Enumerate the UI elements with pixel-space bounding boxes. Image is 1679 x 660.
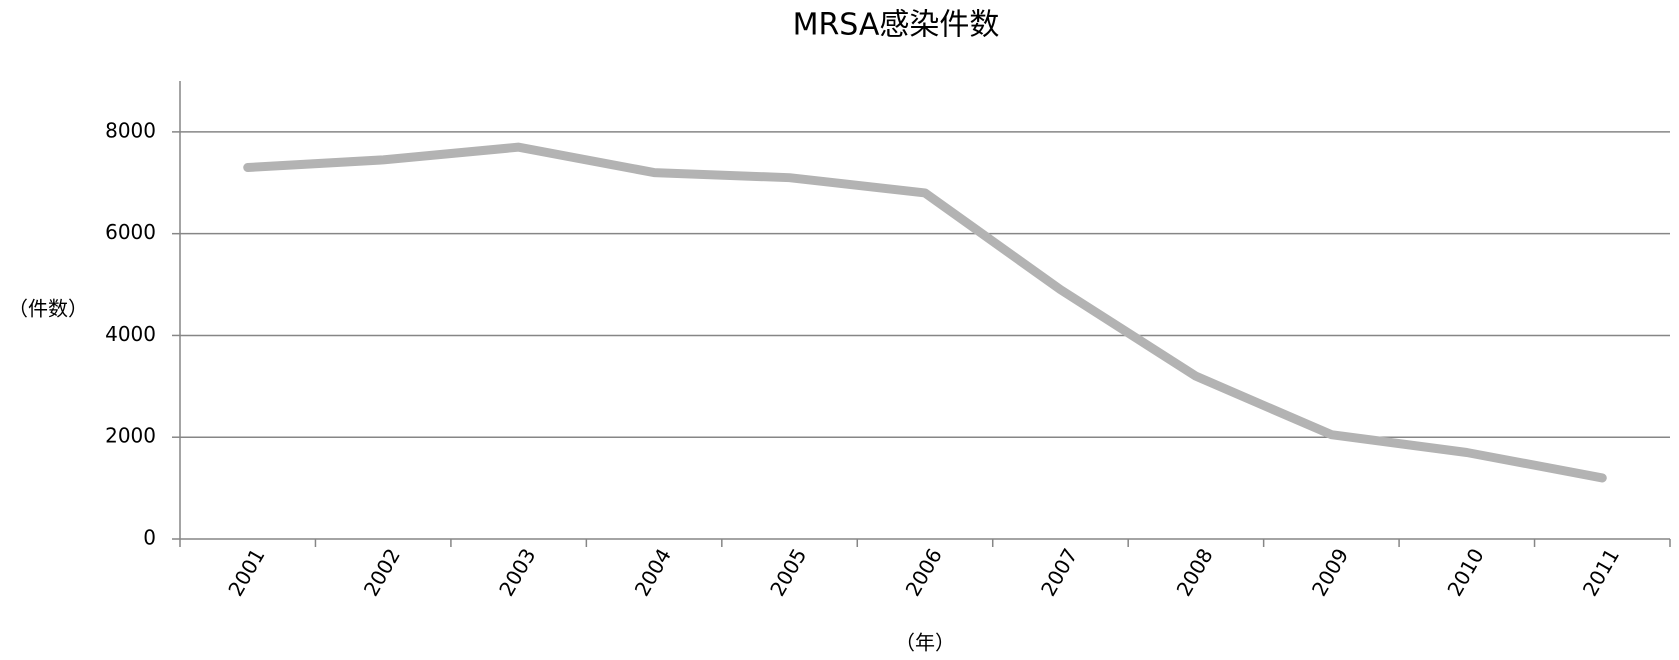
x-tick-label: 2011 [1578, 544, 1624, 600]
y-tick-label: 0 [143, 526, 156, 550]
x-tick-label: 2007 [1036, 544, 1082, 600]
x-tick-label: 2005 [765, 544, 811, 600]
x-tick-label: 2001 [223, 544, 269, 600]
x-tick-label: 2002 [359, 544, 405, 600]
x-tick-label: 2010 [1442, 544, 1488, 600]
y-tick-label: 2000 [105, 424, 156, 448]
y-axis-label: （件数） [8, 297, 88, 321]
data-line [243, 142, 1607, 483]
x-tick-label: 2004 [630, 544, 676, 600]
x-tick-label: 2008 [1171, 544, 1217, 600]
x-tick-label: 2009 [1307, 544, 1353, 600]
y-tick-label: 6000 [105, 220, 156, 244]
y-tick-label: 4000 [105, 322, 156, 346]
x-tick-label: 2003 [494, 544, 540, 600]
x-tick-label: 2006 [901, 544, 947, 600]
chart-title: MRSA感染件数 [793, 8, 1000, 43]
y-tick-label: 8000 [105, 118, 156, 142]
x-axis-label: （年） [895, 631, 955, 655]
